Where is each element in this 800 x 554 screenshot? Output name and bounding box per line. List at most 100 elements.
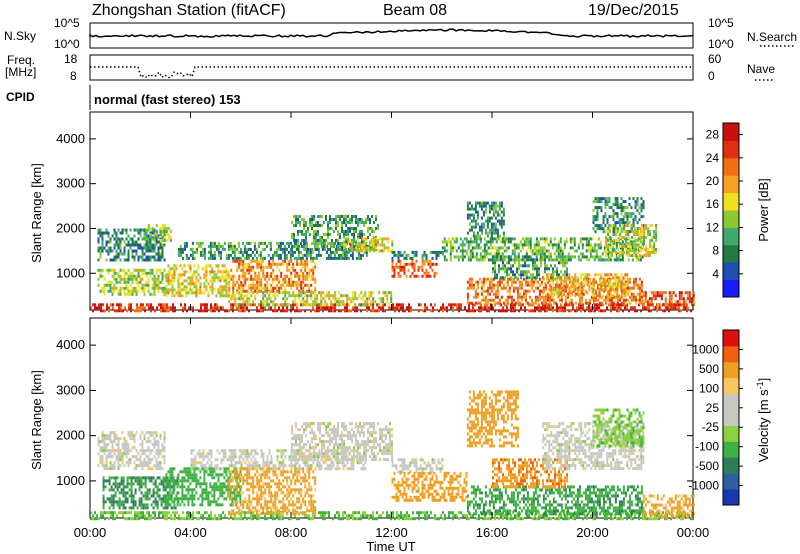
- data-cell: [264, 294, 267, 298]
- data-cell: [486, 201, 489, 205]
- data-cell: [668, 306, 671, 310]
- data-cell: [358, 303, 361, 307]
- data-cell: [279, 247, 282, 251]
- data-cell: [354, 297, 357, 301]
- data-cell: [365, 248, 367, 251]
- data-cell: [387, 240, 390, 244]
- data-cell: [253, 244, 256, 248]
- data-cell: [274, 517, 276, 521]
- data-cell: [177, 294, 180, 298]
- data-cell: [143, 286, 146, 290]
- data-cell: [484, 219, 487, 223]
- data-cell: [427, 262, 430, 266]
- data-cell: [480, 216, 483, 220]
- data-cell: [566, 285, 569, 289]
- data-cell: [538, 289, 541, 293]
- data-cell: [295, 221, 297, 224]
- data-cell: [358, 517, 360, 521]
- data-cell: [608, 273, 611, 277]
- data-cell: [530, 276, 532, 280]
- data-cell: [544, 517, 546, 521]
- data-cell: [291, 253, 294, 257]
- data-cell: [315, 242, 317, 245]
- data-cell: [514, 255, 516, 259]
- data-cell: [522, 264, 524, 268]
- data-cell: [479, 246, 482, 250]
- data-cell: [174, 306, 176, 310]
- data-cell: [161, 255, 164, 259]
- data-cell: [313, 233, 315, 236]
- data-cell: [484, 303, 486, 307]
- data-cell: [337, 233, 339, 236]
- colorbar-swatch: [723, 210, 739, 228]
- data-cell: [149, 271, 152, 275]
- data-cell: [189, 291, 192, 295]
- data-cell: [530, 273, 532, 277]
- data-cell: [611, 249, 614, 253]
- data-cell: [526, 514, 528, 518]
- data-cell: [535, 252, 538, 256]
- data-cell: [498, 298, 501, 302]
- data-cell: [586, 279, 589, 283]
- data-cell: [278, 517, 280, 521]
- data-cell: [328, 306, 330, 310]
- data-cell: [632, 212, 635, 216]
- data-cell: [602, 298, 605, 302]
- data-cell: [221, 244, 224, 248]
- data-cell: [173, 264, 176, 268]
- data-cell: [538, 273, 540, 277]
- data-cell: [614, 273, 617, 277]
- data-cell: [234, 514, 236, 518]
- data-cell: [499, 252, 502, 256]
- data-cell: [592, 309, 594, 313]
- data-cell: [167, 288, 170, 292]
- data-cell: [390, 291, 393, 295]
- colorbar-swatch: [723, 123, 739, 141]
- data-cell: [508, 255, 510, 259]
- data-cell: [578, 306, 580, 310]
- data-cell: [337, 245, 339, 248]
- data-cell: [476, 301, 479, 305]
- data-cell: [518, 264, 520, 268]
- nave-tick-top: 60: [708, 52, 722, 66]
- data-cell: [219, 270, 222, 274]
- data-cell: [285, 247, 288, 251]
- data-cell: [221, 270, 224, 274]
- data-cell: [308, 283, 311, 287]
- data-cell: [640, 289, 643, 293]
- data-cell: [313, 239, 315, 242]
- data-cell: [161, 230, 164, 233]
- data-cell: [261, 241, 264, 245]
- data-cell: [107, 268, 110, 272]
- data-cell: [481, 255, 484, 259]
- data-cell: [540, 261, 542, 265]
- data-cell: [578, 294, 581, 298]
- data-cell: [544, 255, 546, 259]
- data-cell: [317, 215, 319, 218]
- data-cell: [359, 253, 362, 257]
- data-cell: [215, 244, 218, 248]
- data-cell: [235, 256, 238, 260]
- data-cell: [502, 219, 505, 223]
- data-cell: [616, 309, 618, 313]
- data-cell: [542, 286, 545, 290]
- data-cell: [234, 280, 237, 284]
- data-cell: [266, 274, 269, 278]
- data-cell: [255, 250, 258, 254]
- colorbar-swatch: [723, 279, 739, 298]
- data-cell: [680, 303, 683, 307]
- data-cell: [227, 270, 230, 274]
- data-cell: [154, 511, 156, 515]
- data-cell: [260, 306, 262, 310]
- data-cell: [187, 276, 190, 280]
- data-cell: [395, 253, 398, 257]
- data-cell: [505, 255, 508, 259]
- data-cell: [248, 268, 251, 272]
- data-cell: [362, 511, 364, 515]
- data-cell: [304, 268, 307, 272]
- data-cell: [290, 309, 292, 313]
- data-cell: [421, 268, 424, 272]
- data-cell: [535, 243, 538, 247]
- data-cell: [674, 294, 677, 298]
